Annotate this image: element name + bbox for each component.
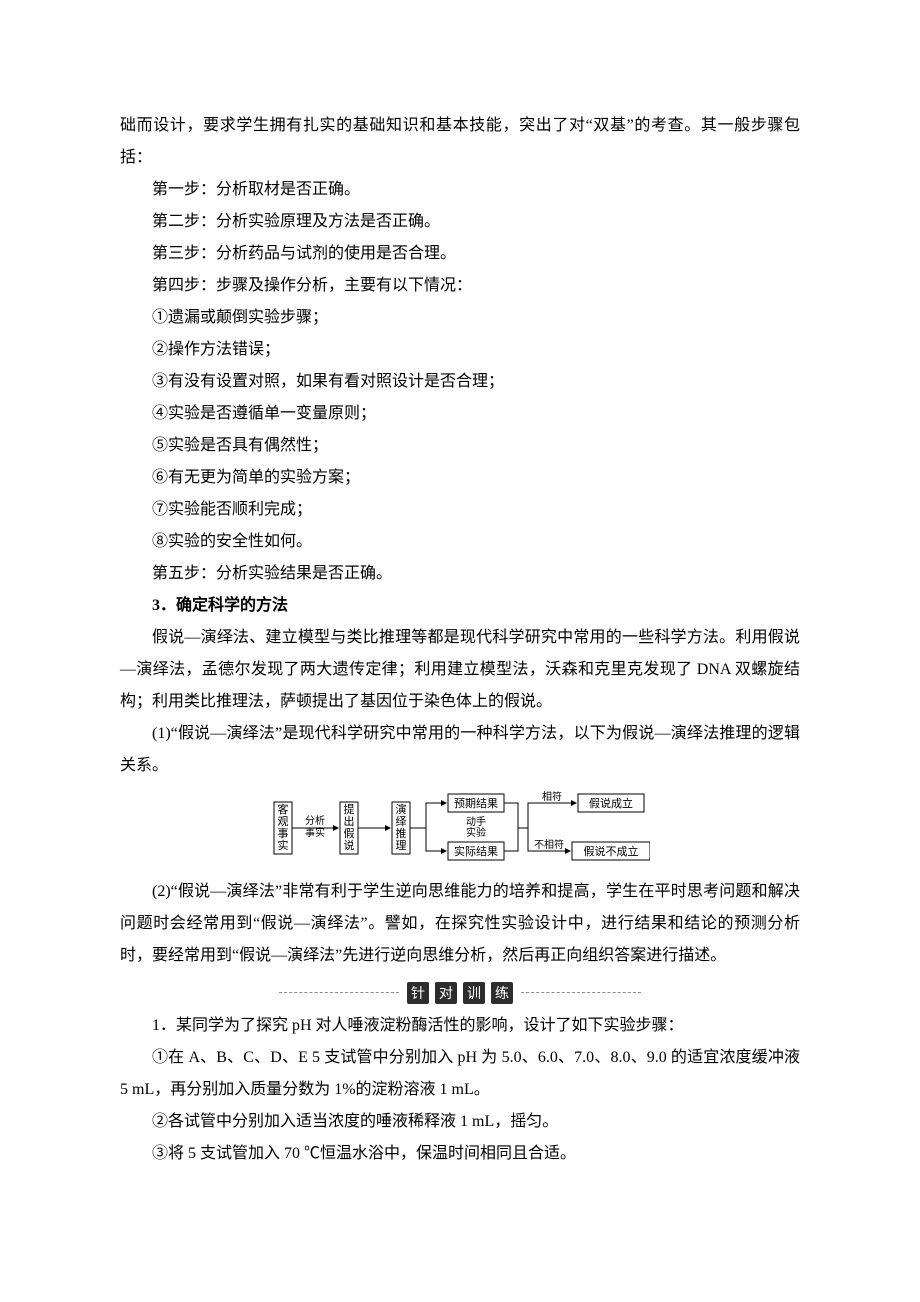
banner-char-1: 针 (407, 982, 429, 1004)
svg-text:不相符: 不相符 (534, 838, 564, 851)
step-4-item-6: ⑥有无更为简单的实验方案； (120, 462, 800, 494)
step-2: 第二步：分析实验原理及方法是否正确。 (120, 206, 800, 238)
svg-text:客: 客 (278, 802, 289, 816)
svg-text:理: 理 (396, 839, 407, 852)
q1-intro: 1．某同学为了探究 pH 对人唾液淀粉酶活性的影响，设计了如下实验步骤： (120, 1010, 800, 1042)
q1-step-2: ②各试管中分别加入适当浓度的唾液稀释液 1 mL，摇匀。 (120, 1106, 800, 1138)
svg-text:相符: 相符 (542, 790, 562, 803)
svg-text:推: 推 (396, 826, 407, 840)
svg-text:假说成立: 假说成立 (589, 796, 633, 810)
q1-step-3: ③将 5 支试管加入 70 ℃恒温水浴中，保温时间相同且合适。 (120, 1138, 800, 1170)
method-paragraph: 假说—演绎法、建立模型与类比推理等都是现代科学研究中常用的一些科学方法。利用假说… (120, 622, 800, 718)
page: 础而设计，要求学生拥有扎实的基础知识和基本技能，突出了对“双基”的考查。其一般步… (0, 0, 920, 1250)
banner-line-right (521, 992, 641, 994)
svg-text:说: 说 (344, 838, 355, 852)
svg-text:假说不成立: 假说不成立 (584, 844, 639, 858)
svg-text:实: 实 (278, 838, 289, 852)
step-3: 第三步：分析药品与试剂的使用是否合理。 (120, 238, 800, 270)
step-4-item-7: ⑦实验能否顺利完成； (120, 494, 800, 526)
step-5: 第五步：分析实验结果是否正确。 (120, 558, 800, 590)
svg-text:假: 假 (344, 826, 355, 840)
svg-text:出: 出 (344, 814, 355, 828)
svg-text:观: 观 (278, 815, 289, 828)
method-point-2: (2)“假说—演绎法”非常有利于学生逆向思维能力的培养和提高，学生在平时思考问题… (120, 876, 800, 972)
svg-text:动手: 动手 (466, 815, 486, 828)
banner-char-3: 训 (463, 982, 485, 1004)
step-4-item-1: ①遗漏或颠倒实验步骤； (120, 302, 800, 334)
paragraph-continuation: 础而设计，要求学生拥有扎实的基础知识和基本技能，突出了对“双基”的考查。其一般步… (120, 110, 800, 174)
flowchart: 客 观 事 实 分析 事实 提 出 假 说 演 绎 推 理 (270, 788, 650, 866)
step-4-item-4: ④实验是否遵循单一变量原则； (120, 398, 800, 430)
svg-text:事实: 事实 (305, 826, 325, 839)
svg-text:绎: 绎 (396, 815, 407, 828)
step-4-item-5: ⑤实验是否具有偶然性； (120, 430, 800, 462)
flowchart-container: 客 观 事 实 分析 事实 提 出 假 说 演 绎 推 理 (120, 788, 800, 866)
banner-char-2: 对 (435, 982, 457, 1004)
method-point-1: (1)“假说—演绎法”是现代科学研究中常用的一种科学方法，以下为假说—演绎法推理… (120, 718, 800, 782)
banner-char-4: 练 (491, 982, 513, 1004)
step-4: 第四步：步骤及操作分析，主要有以下情况： (120, 270, 800, 302)
svg-text:提: 提 (344, 803, 355, 816)
svg-text:事: 事 (278, 827, 289, 840)
svg-text:实际结果: 实际结果 (454, 844, 498, 858)
banner-line-left (279, 992, 399, 994)
svg-text:预期结果: 预期结果 (454, 797, 498, 810)
section-banner: 针 对 训 练 (120, 982, 800, 1004)
svg-text:分析: 分析 (305, 814, 325, 827)
banner-label: 针 对 训 练 (407, 982, 513, 1004)
step-4-item-3: ③有没有设置对照，如果有看对照设计是否合理； (120, 366, 800, 398)
svg-text:演: 演 (396, 802, 407, 816)
svg-text:实验: 实验 (466, 826, 486, 839)
heading-3: 3．确定科学的方法 (120, 590, 800, 622)
q1-step-1: ①在 A、B、C、D、E 5 支试管中分别加入 pH 为 5.0、6.0、7.0… (120, 1042, 800, 1106)
step-1: 第一步：分析取材是否正确。 (120, 174, 800, 206)
step-4-item-8: ⑧实验的安全性如何。 (120, 526, 800, 558)
step-4-item-2: ②操作方法错误； (120, 334, 800, 366)
